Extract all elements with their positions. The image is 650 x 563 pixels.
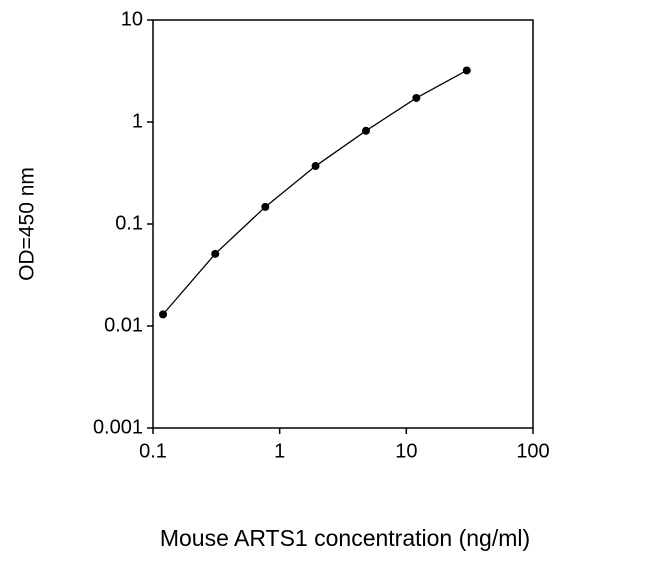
data-point: [412, 93, 421, 102]
y-tick-label: 0.001: [93, 416, 143, 438]
data-point: [462, 66, 471, 75]
x-tick-label: 0.1: [139, 440, 167, 462]
data-point: [211, 249, 220, 258]
x-tick-label: 100: [516, 440, 549, 462]
y-tick-label: 1: [132, 110, 143, 132]
data-line: [162, 69, 468, 315]
y-axis-label: OD=450 nm: [16, 167, 39, 281]
data-point: [159, 310, 168, 319]
y-tick-label: 0.01: [104, 314, 143, 336]
x-axis-label: Mouse ARTS1 concentration (ng/ml): [160, 525, 530, 551]
y-tick-label: 10: [121, 8, 143, 30]
data-point: [261, 202, 270, 211]
data-point: [361, 126, 370, 135]
plot-frame: [152, 19, 534, 429]
x-tick-label: 1: [274, 440, 285, 462]
data-point: [311, 162, 320, 171]
x-tick-label: 10: [395, 440, 417, 462]
y-tick-label: 0.1: [115, 212, 143, 234]
